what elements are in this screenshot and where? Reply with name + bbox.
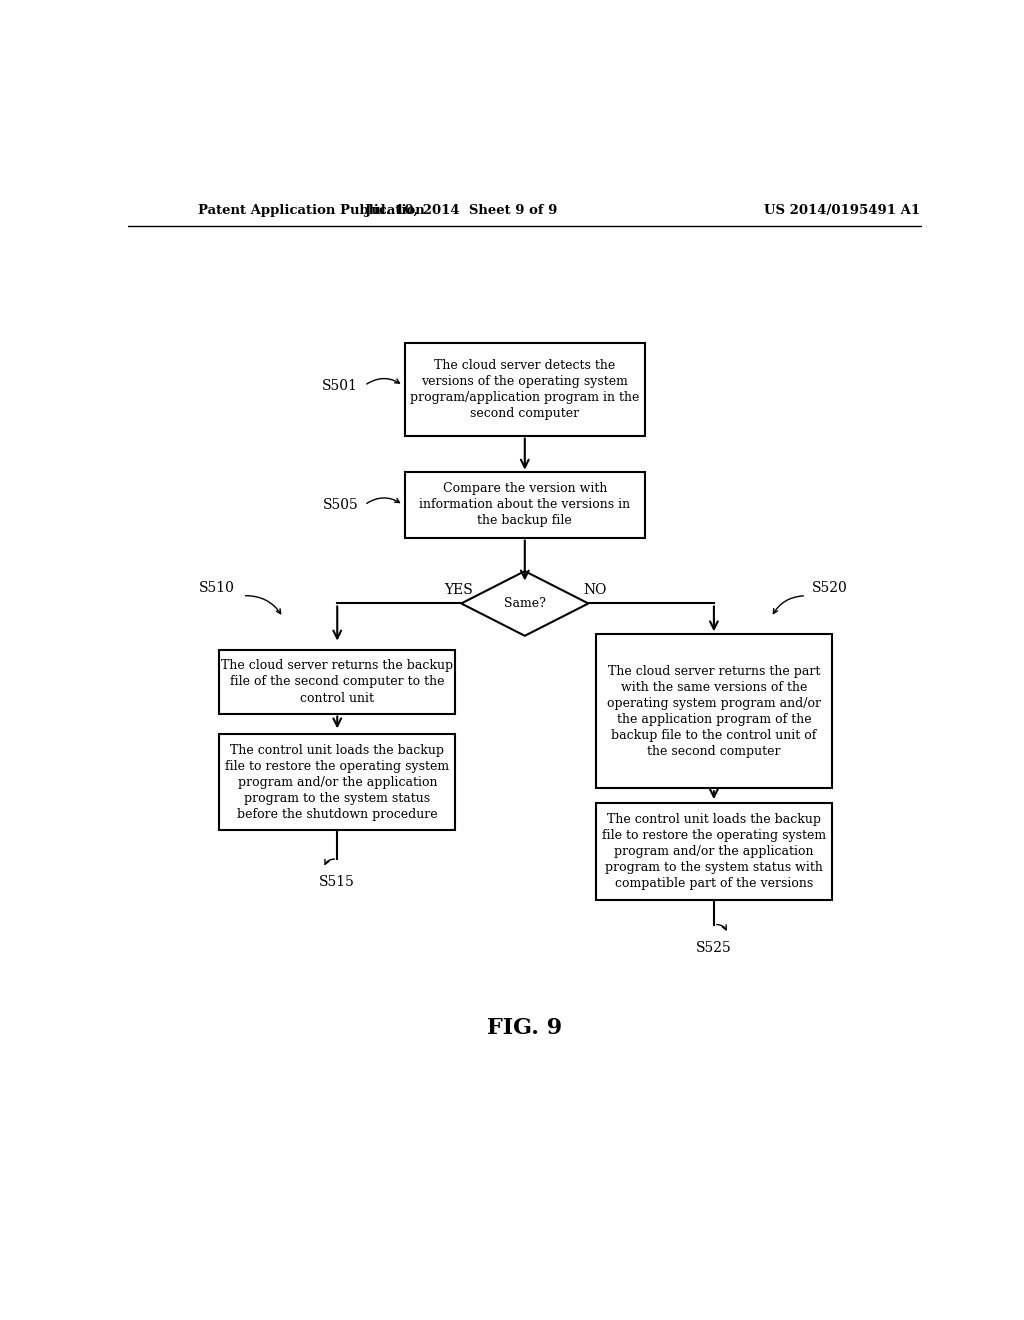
Bar <box>596 635 833 788</box>
Text: YES: YES <box>444 582 473 597</box>
Text: The cloud server returns the backup
file of the second computer to the
control u: The cloud server returns the backup file… <box>221 660 454 705</box>
Text: S515: S515 <box>319 875 355 890</box>
Bar <box>219 734 456 830</box>
Text: The cloud server returns the part
with the same versions of the
operating system: The cloud server returns the part with t… <box>607 665 821 758</box>
Bar <box>404 473 645 537</box>
Bar <box>219 651 456 714</box>
Text: Same?: Same? <box>504 597 546 610</box>
Text: The control unit loads the backup
file to restore the operating system
program a: The control unit loads the backup file t… <box>602 813 826 890</box>
Polygon shape <box>461 572 589 636</box>
Text: Patent Application Publication: Patent Application Publication <box>198 205 425 218</box>
Text: US 2014/0195491 A1: US 2014/0195491 A1 <box>764 205 920 218</box>
Text: S520: S520 <box>811 581 847 595</box>
Bar <box>596 804 833 899</box>
Text: S525: S525 <box>696 941 732 954</box>
Text: The control unit loads the backup
file to restore the operating system
program a: The control unit loads the backup file t… <box>225 743 450 821</box>
Bar <box>404 343 645 436</box>
Text: S505: S505 <box>323 498 358 512</box>
Text: Compare the version with
information about the versions in
the backup file: Compare the version with information abo… <box>419 482 631 528</box>
Text: NO: NO <box>583 582 606 597</box>
Text: FIG. 9: FIG. 9 <box>487 1018 562 1040</box>
Text: S501: S501 <box>323 379 358 392</box>
Text: Jul. 10, 2014  Sheet 9 of 9: Jul. 10, 2014 Sheet 9 of 9 <box>366 205 557 218</box>
Text: S510: S510 <box>200 581 236 595</box>
Text: The cloud server detects the
versions of the operating system
program/applicatio: The cloud server detects the versions of… <box>411 359 639 420</box>
